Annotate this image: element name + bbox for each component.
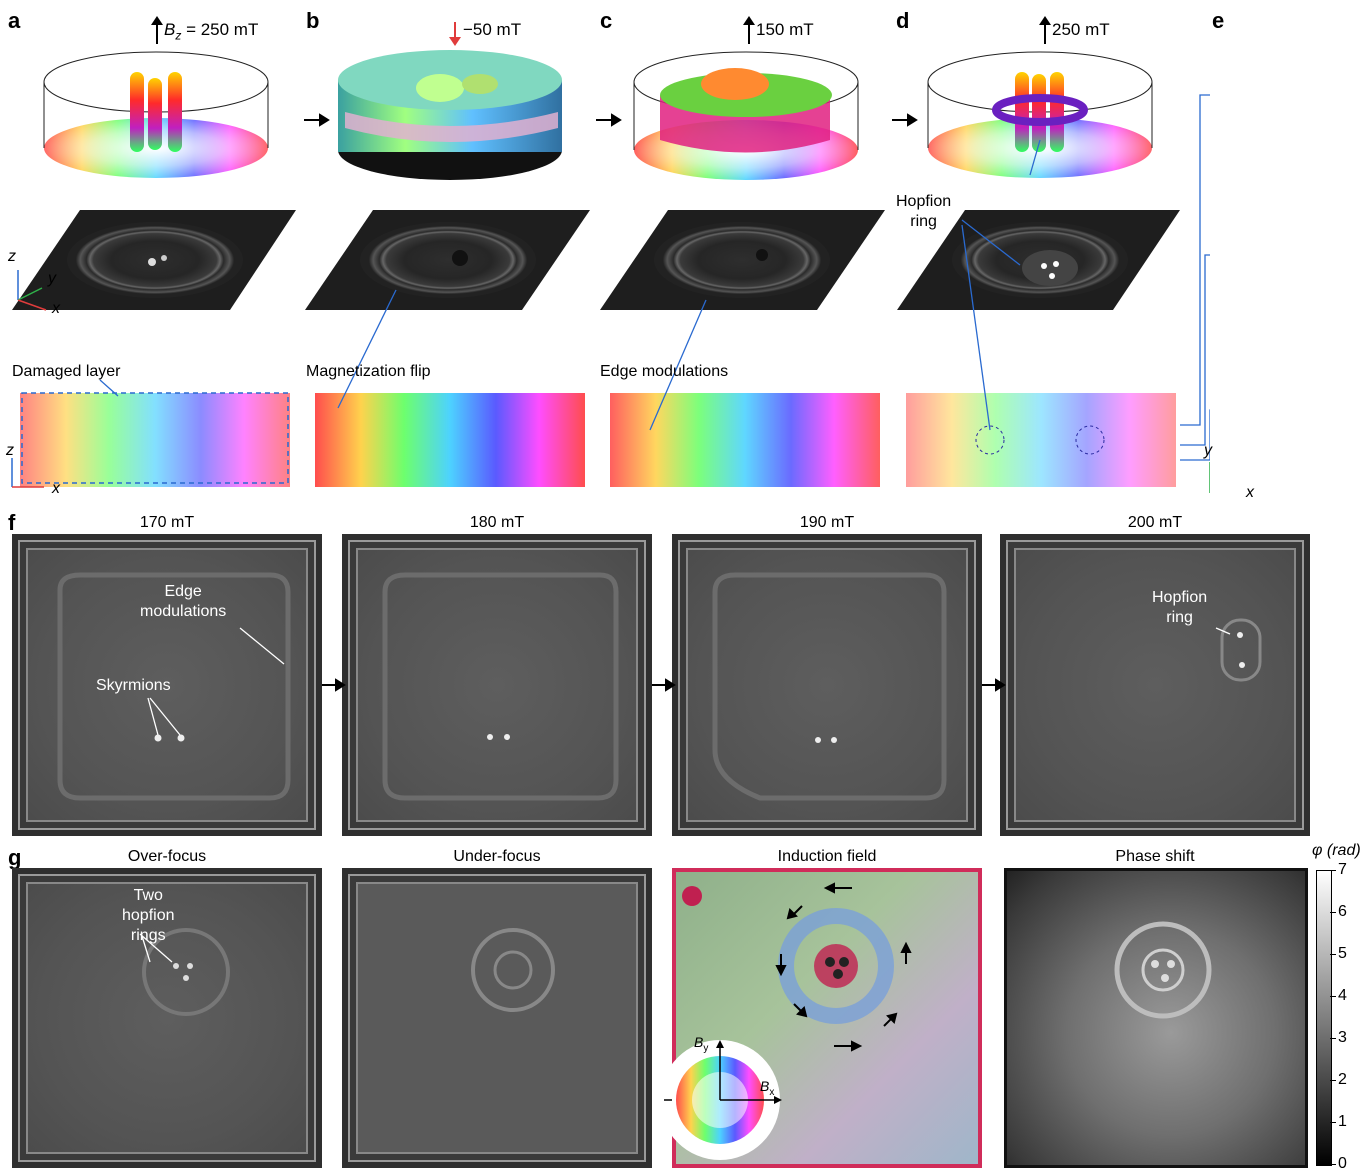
annotation-f-skyrmions: Skyrmions: [96, 677, 171, 694]
field-label-d: 250 mT: [1052, 20, 1110, 39]
panel-letter-e: e: [1212, 8, 1225, 33]
frame-title-f-3: 190 mT: [799, 514, 855, 531]
field-up-arrow-icon: [151, 16, 163, 44]
colorbar-tick-label: 1: [1338, 1113, 1347, 1130]
colorbar-tick-label: 2: [1338, 1071, 1347, 1088]
colorbar-tick: [1330, 870, 1336, 871]
panel-letter-f: f: [8, 510, 16, 535]
colorbar-tick: [1330, 954, 1336, 955]
color-wheel-by-label: By: [694, 1034, 709, 1054]
colorbar-tick-label: 4: [1338, 987, 1347, 1004]
annotation-edge-modulations: Edge modulations: [600, 363, 729, 380]
colorbar-tick-label: 3: [1338, 1029, 1347, 1046]
simulation-renderings: [11, 50, 1210, 493]
field-label-b: −50 mT: [463, 20, 522, 39]
micrograph-g-under-focus: [342, 868, 652, 1168]
axes-triad-2d: [11, 458, 1210, 493]
frame-title-g-2: Under-focus: [453, 848, 541, 865]
frame-title-g-4: Phase shift: [1115, 848, 1195, 865]
colorbar-tick: [1330, 996, 1336, 997]
panel-f-overlay: [57, 572, 1262, 801]
sequence-arrows: [304, 113, 918, 127]
annotation-damaged-layer: Damaged layer: [12, 363, 121, 380]
micrograph-f-200mT: [1000, 534, 1310, 836]
colorbar-ticks: 7 6 5 4 3 2 1 0: [1316, 861, 1370, 1172]
axes-triad-3d: [17, 270, 47, 311]
colorbar-tick-label: 6: [1338, 903, 1347, 920]
cross-sections: [20, 392, 1176, 487]
panel-letter-a: a: [8, 8, 21, 33]
phase-shift-map: [1004, 868, 1308, 1168]
annotation-g-two-hopfion-rings: Two hopfion rings: [122, 887, 175, 944]
field-down-arrow-icon: [449, 22, 461, 46]
frame-title-f-1: 170 mT: [139, 514, 195, 531]
axis-label-x: x: [52, 300, 60, 317]
lorentz-planes: [12, 210, 1180, 310]
axis-label-y: y: [48, 270, 56, 287]
micrograph-g-over-focus: [12, 868, 322, 1168]
colorbar-tick: [1330, 1164, 1336, 1165]
color-wheel-bx-label: Bx: [760, 1078, 775, 1098]
colorbar-tick-label: 7: [1338, 861, 1347, 878]
axis-label-x-e: x: [1246, 484, 1254, 501]
cylinder-d: [927, 51, 1153, 178]
frame-title-g-1: Over-focus: [127, 848, 207, 865]
annotation-magnetization-flip: Magnetization flip: [306, 363, 431, 380]
frame-title-f-2: 180 mT: [469, 514, 525, 531]
annotation-f-edge-modulations: Edge modulations: [140, 583, 227, 620]
colorbar: [1316, 870, 1332, 1166]
frame-title-g-3: Induction field: [777, 848, 877, 865]
micrograph-f-180mT: [342, 534, 652, 836]
field-up-arrow-icon: [743, 16, 755, 44]
field-label-a: Bz = 250 mT: [164, 20, 259, 43]
frame-title-f-4: 200 mT: [1127, 514, 1183, 531]
axis-label-x-2d: x: [52, 480, 60, 497]
cylinder-b: [338, 50, 562, 180]
annotation-f-hopfion-ring: Hopfion ring: [1152, 589, 1208, 626]
colorbar-tick: [1330, 1038, 1336, 1039]
cylinder-a: [43, 51, 269, 178]
colorbar-tick-label: 5: [1338, 945, 1347, 962]
panel-letter-c: c: [600, 8, 613, 33]
colorbar-tick: [1330, 1122, 1336, 1123]
panel-letter-d: d: [896, 8, 910, 33]
colorbar-tick: [1330, 912, 1336, 913]
panel-letter-b: b: [306, 8, 320, 33]
leader-lines: [99, 94, 1210, 461]
colorbar-tick: [1330, 1080, 1336, 1081]
field-label-c: 150 mT: [756, 20, 814, 39]
annotation-hopfion-ring: Hopfion ring: [896, 193, 952, 230]
panel-g-overlay: [139, 882, 1212, 1160]
axis-label-z-2d: z: [6, 442, 14, 459]
colorbar-label: φ (rad): [1312, 842, 1361, 859]
axis-label-y-e: y: [1204, 442, 1212, 459]
panel-letter-g: g: [8, 845, 22, 870]
axis-label-z: z: [8, 248, 16, 265]
field-up-arrow-icon: [1039, 16, 1051, 44]
cylinder-c: [633, 51, 859, 180]
colorbar-tick-label: 0: [1338, 1155, 1347, 1172]
